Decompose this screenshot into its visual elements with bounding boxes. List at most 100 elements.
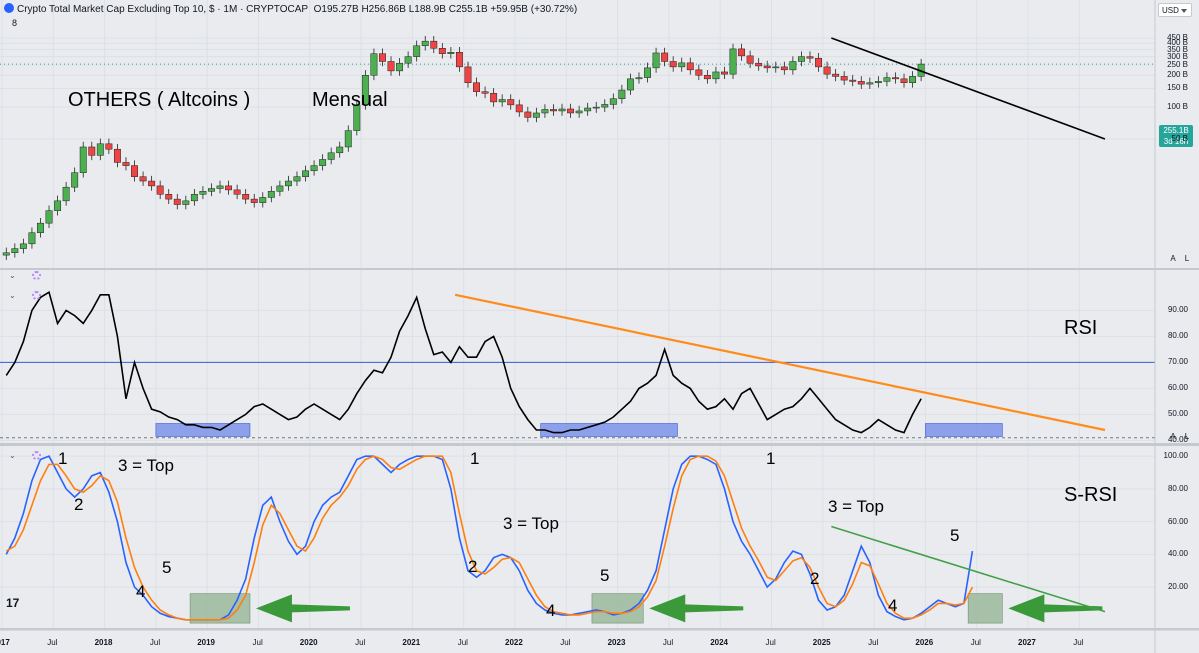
candle — [250, 198, 258, 203]
candle — [678, 62, 686, 68]
candle — [430, 40, 438, 49]
price-tick-label: 450 B — [1167, 33, 1188, 42]
candle — [772, 66, 780, 69]
candle — [387, 61, 395, 72]
price-tick-label: 350 B — [1167, 44, 1188, 54]
candle — [165, 194, 173, 200]
candle — [2, 252, 10, 256]
time-tick-label: Jul — [970, 638, 981, 647]
wave-label: 1 — [766, 449, 776, 468]
candle — [806, 56, 814, 59]
indicator-count[interactable]: 8 — [12, 18, 18, 28]
collapse-chevron-icon[interactable]: ⌄ — [9, 291, 16, 300]
candle — [558, 108, 566, 112]
candle — [199, 191, 207, 195]
candle — [866, 82, 874, 85]
candle — [413, 45, 421, 57]
rsi-tick-label: 80.00 — [1167, 331, 1188, 341]
currency-select[interactable]: USD — [1158, 3, 1192, 17]
time-tick-label: Jul — [149, 638, 161, 647]
rsi-panel — [0, 290, 1155, 439]
indicator-settings-icon[interactable] — [32, 291, 41, 300]
candle — [156, 185, 164, 195]
candle — [131, 165, 138, 177]
pane-divider — [0, 628, 1199, 630]
rsi-tick-label: 70.00 — [1167, 357, 1188, 367]
annotation-srsi: S-RSI — [1064, 484, 1118, 506]
wave-label: 1 — [470, 449, 480, 468]
candle — [96, 143, 104, 156]
candle — [404, 56, 412, 64]
candle — [481, 91, 489, 94]
pane-divider — [0, 268, 1199, 270]
rsi-tick-label: 50.00 — [1167, 409, 1188, 419]
candle — [379, 53, 386, 62]
candle — [857, 81, 865, 85]
price-tick-label: 100 B — [1167, 102, 1188, 112]
candle — [490, 93, 498, 103]
candle — [79, 146, 87, 173]
time-tick-label: Jul — [560, 638, 571, 647]
candle — [567, 108, 575, 114]
rsi-zone — [540, 423, 678, 437]
log-scale-button[interactable]: L — [1184, 432, 1190, 441]
ohlc-readout: O195.27B H256.86B L188.9B C255.1B +59.95… — [313, 4, 578, 15]
candle — [225, 185, 233, 191]
time-tick-label: Jul — [1073, 638, 1084, 647]
candle — [113, 148, 121, 163]
candle — [233, 189, 241, 195]
candle — [635, 77, 643, 80]
time-tick-label: Jul — [252, 638, 263, 647]
time-tick-label: Jul — [47, 638, 58, 647]
candle — [267, 191, 275, 198]
srsi-tick-label: 20.00 — [1167, 582, 1188, 592]
green-arrow — [255, 594, 350, 623]
wave-label: 2 — [810, 569, 820, 588]
candle — [302, 170, 309, 177]
candle — [900, 78, 908, 83]
annotation-rsi: RSI — [1064, 317, 1098, 339]
indicator-settings-icon[interactable] — [32, 451, 41, 460]
time-tick-label: Jul — [662, 638, 674, 647]
candle — [729, 48, 737, 75]
candle — [686, 62, 694, 71]
srsi-tick-label: 60.00 — [1167, 516, 1188, 526]
wave-label: 3 = Top — [118, 456, 174, 475]
auto-scale-button[interactable]: A — [1170, 254, 1176, 263]
srsi-fast-line — [5, 455, 974, 621]
auto-scale-button[interactable]: A — [1170, 432, 1176, 441]
collapse-chevron-icon[interactable]: ⌄ — [9, 451, 16, 460]
rsi-line — [5, 290, 922, 434]
candle — [892, 77, 899, 80]
candle — [54, 200, 62, 211]
last-price-label: 255.1B 3d 16h — [1159, 125, 1193, 147]
wave-label: 3 = Top — [503, 514, 559, 533]
price-tick-label: 300 B — [1167, 51, 1188, 61]
time-tick-label: Jul — [765, 638, 776, 647]
price-trendline — [831, 37, 1106, 140]
candle — [37, 222, 44, 233]
candle — [438, 48, 446, 54]
annotation-period: Mensual — [312, 89, 388, 111]
candle — [849, 79, 857, 82]
log-scale-button[interactable]: L — [1184, 254, 1190, 263]
srsi-zone — [189, 593, 251, 624]
candle — [421, 40, 429, 47]
candle — [276, 185, 284, 192]
time-tick-label: 2024 — [710, 638, 728, 647]
time-tick-label: Jul — [355, 638, 366, 647]
candle — [182, 200, 190, 205]
rsi-tick-label: 90.00 — [1167, 305, 1188, 315]
candle — [909, 76, 917, 83]
srsi-tick-label: 80.00 — [1167, 483, 1188, 493]
grid — [0, 0, 1155, 628]
rsi-trendline — [454, 293, 1106, 432]
candle — [721, 71, 728, 75]
candle — [139, 176, 147, 182]
indicator-settings-icon[interactable] — [32, 271, 41, 280]
time-tick-label: 2017 — [0, 638, 10, 647]
time-tick-label: 2025 — [812, 638, 831, 647]
collapse-chevron-icon[interactable]: ⌄ — [9, 271, 16, 280]
candle — [293, 176, 301, 182]
